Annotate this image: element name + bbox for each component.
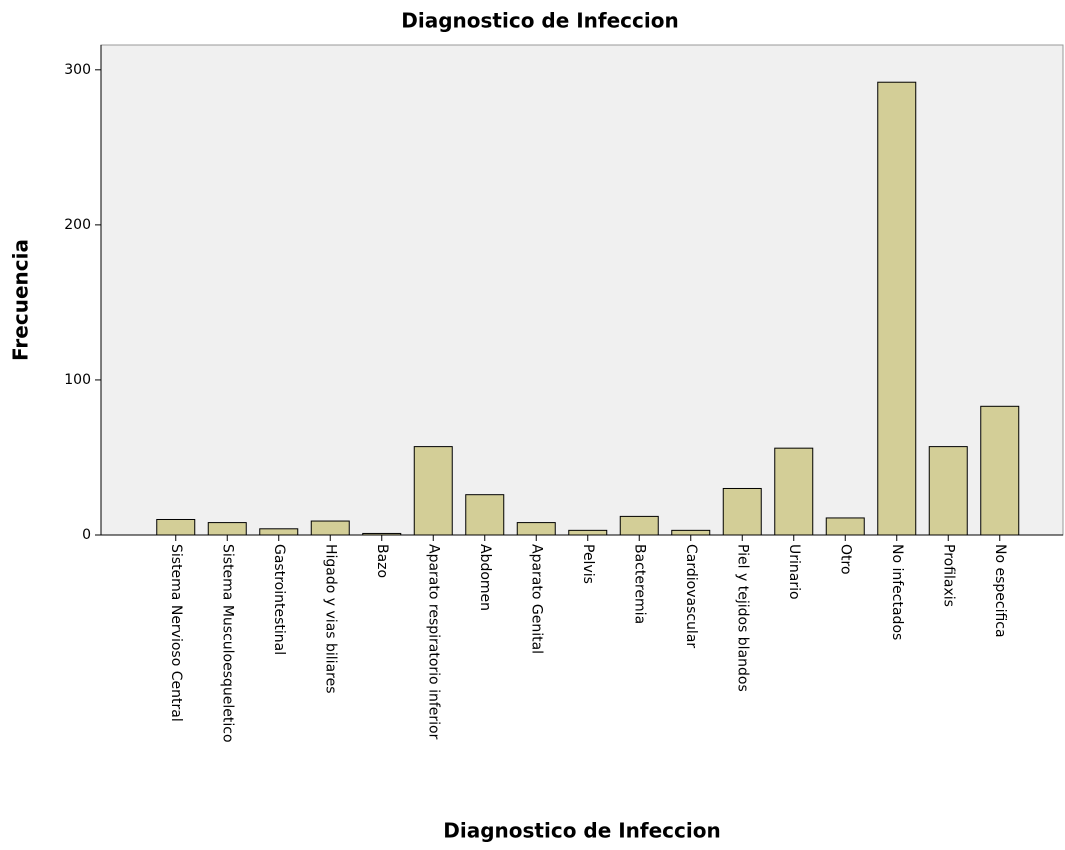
x-tick-label: Abdomen xyxy=(477,544,493,611)
x-tick-label: Bazo xyxy=(374,544,390,578)
x-tick-label: Otro xyxy=(837,544,853,575)
x-tick-label: Profilaxis xyxy=(940,544,956,607)
x-axis-title: Diagnostico de Infeccion xyxy=(443,819,720,843)
x-tick-label: Sistema Nervioso Central xyxy=(168,544,184,722)
x-tick-label: Cardiovascular xyxy=(683,544,699,648)
bar xyxy=(619,515,659,536)
x-tick-label: Bacteremia xyxy=(631,544,647,624)
bar xyxy=(825,517,865,536)
bar xyxy=(877,81,917,536)
x-tick-label: Urinario xyxy=(786,544,802,600)
x-tick-label: No especifica xyxy=(992,544,1008,638)
y-tick-label: 0 xyxy=(82,527,91,543)
bar xyxy=(774,447,814,536)
bar xyxy=(516,522,556,536)
bar xyxy=(722,487,762,536)
bar xyxy=(413,446,453,536)
y-tick-label: 300 xyxy=(64,62,91,78)
y-tick-label: 200 xyxy=(64,217,91,233)
bar xyxy=(568,529,608,536)
bar xyxy=(207,522,247,536)
bar xyxy=(980,405,1020,536)
bar xyxy=(259,528,299,536)
plot-area xyxy=(100,44,1064,536)
bar xyxy=(928,446,968,536)
x-tick-label: Piel y tejidos blandos xyxy=(734,544,750,692)
bar xyxy=(465,494,505,536)
bar xyxy=(156,518,196,536)
x-tick-label: Gastrointestinal xyxy=(271,544,287,655)
x-tick-label: Higado y vias biliares xyxy=(322,544,338,694)
y-axis-title: Frecuencia xyxy=(9,239,33,361)
x-tick-label: Aparato Genital xyxy=(528,544,544,654)
x-tick-label: No infectados xyxy=(889,544,905,640)
x-tick-label: Aparato respiratorio inferior xyxy=(425,544,441,740)
x-tick-label: Pelvis xyxy=(580,544,596,584)
bar xyxy=(671,529,711,536)
chart-title: Diagnostico de Infeccion xyxy=(401,9,678,33)
bar xyxy=(310,520,350,536)
x-tick-label: Sistema Musculoesqueletico xyxy=(219,544,235,743)
y-tick-label: 100 xyxy=(64,372,91,388)
